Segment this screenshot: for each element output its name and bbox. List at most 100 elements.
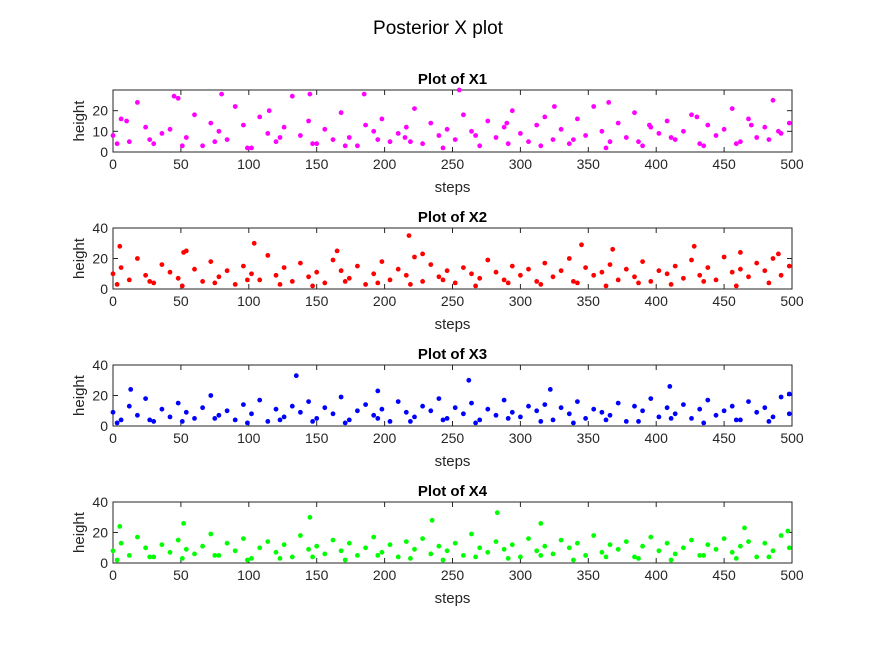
x-axis-label-x3: steps	[435, 453, 471, 470]
subplot-x3: Plot of X30 50 100 150 200 250 300 350 400 450 500…	[71, 346, 804, 470]
data-point	[257, 277, 263, 283]
data-point	[656, 548, 662, 554]
scatter-points-x2	[110, 233, 792, 289]
data-point	[550, 137, 556, 143]
data-point	[746, 274, 751, 280]
data-point	[216, 274, 222, 280]
data-point	[342, 557, 348, 563]
data-point	[505, 280, 511, 286]
figure-title: Posterior X plot	[373, 18, 504, 39]
data-point	[571, 420, 576, 426]
data-point	[762, 124, 768, 130]
x-tick-label: 500	[780, 430, 804, 446]
x-tick-label: 350	[577, 567, 601, 583]
data-point	[518, 414, 523, 420]
data-point	[395, 554, 401, 560]
data-point	[477, 275, 483, 281]
data-point	[550, 417, 556, 423]
x-tick-label: 350	[577, 156, 601, 172]
data-point	[379, 259, 385, 264]
data-point	[509, 108, 515, 114]
subplot-title-x1: Plot of X1	[418, 71, 487, 88]
data-point	[192, 416, 197, 421]
data-point	[183, 409, 189, 415]
data-point	[440, 417, 446, 423]
y-tick-label: 40	[92, 494, 108, 510]
data-point	[147, 279, 153, 284]
data-point	[387, 542, 393, 548]
data-point	[126, 277, 132, 283]
x-tick-label: 450	[712, 156, 736, 172]
data-point	[770, 256, 776, 261]
data-point	[701, 420, 707, 426]
data-point	[355, 263, 360, 269]
data-point	[143, 545, 149, 551]
data-point	[306, 399, 311, 404]
data-point	[159, 542, 165, 548]
data-point	[672, 137, 678, 143]
data-point	[526, 139, 531, 145]
data-point	[306, 274, 311, 280]
data-point	[603, 554, 609, 560]
data-point	[558, 537, 564, 543]
x-tick-label: 500	[780, 567, 804, 583]
data-point	[485, 257, 491, 263]
data-point	[200, 143, 206, 149]
data-point	[469, 531, 474, 537]
data-point	[143, 272, 149, 278]
data-point	[615, 277, 621, 283]
data-point	[632, 274, 637, 280]
data-point	[208, 259, 214, 264]
x-axis-label-x2: steps	[435, 316, 471, 333]
data-point	[363, 402, 368, 407]
data-point	[289, 93, 295, 99]
x-tick-label: 400	[645, 430, 669, 446]
data-point	[224, 137, 230, 143]
data-point	[135, 412, 140, 418]
data-point	[526, 266, 531, 272]
data-point	[461, 265, 466, 270]
data-point	[420, 251, 425, 257]
data-point	[733, 141, 739, 147]
data-point	[748, 122, 754, 128]
subplot-title-x3: Plot of X3	[418, 346, 487, 363]
data-point	[110, 409, 116, 415]
data-point	[583, 133, 588, 138]
data-point	[281, 542, 287, 548]
data-point	[452, 405, 458, 411]
data-point	[420, 536, 425, 541]
data-point	[110, 271, 116, 277]
data-point	[766, 280, 772, 286]
x-tick-label: 250	[441, 156, 465, 172]
data-point	[330, 137, 336, 143]
data-point	[575, 280, 580, 286]
data-point	[273, 549, 279, 555]
data-point	[181, 521, 187, 526]
data-point	[636, 556, 641, 561]
data-point	[473, 283, 478, 289]
data-point	[721, 126, 727, 132]
data-point	[526, 536, 531, 541]
data-point	[298, 409, 303, 415]
data-point	[118, 116, 124, 122]
data-point	[310, 283, 315, 289]
data-point	[558, 126, 564, 132]
data-point	[298, 533, 303, 538]
x-tick-label: 50	[173, 156, 189, 172]
data-point	[552, 104, 557, 109]
data-point	[346, 417, 352, 423]
data-point	[403, 409, 409, 415]
x-tick-label: 50	[173, 567, 189, 583]
subplot-x1: Plot of X10 50 100 150 200 250 300 350 400 450 500…	[71, 71, 804, 196]
data-point	[473, 133, 478, 138]
data-point	[126, 553, 132, 558]
data-point	[257, 397, 263, 403]
data-point	[216, 553, 222, 558]
data-point	[538, 419, 544, 424]
data-point	[159, 131, 165, 136]
x-tick-label: 50	[173, 293, 189, 309]
data-point	[310, 141, 315, 147]
data-point	[681, 275, 686, 281]
data-point	[117, 243, 123, 249]
